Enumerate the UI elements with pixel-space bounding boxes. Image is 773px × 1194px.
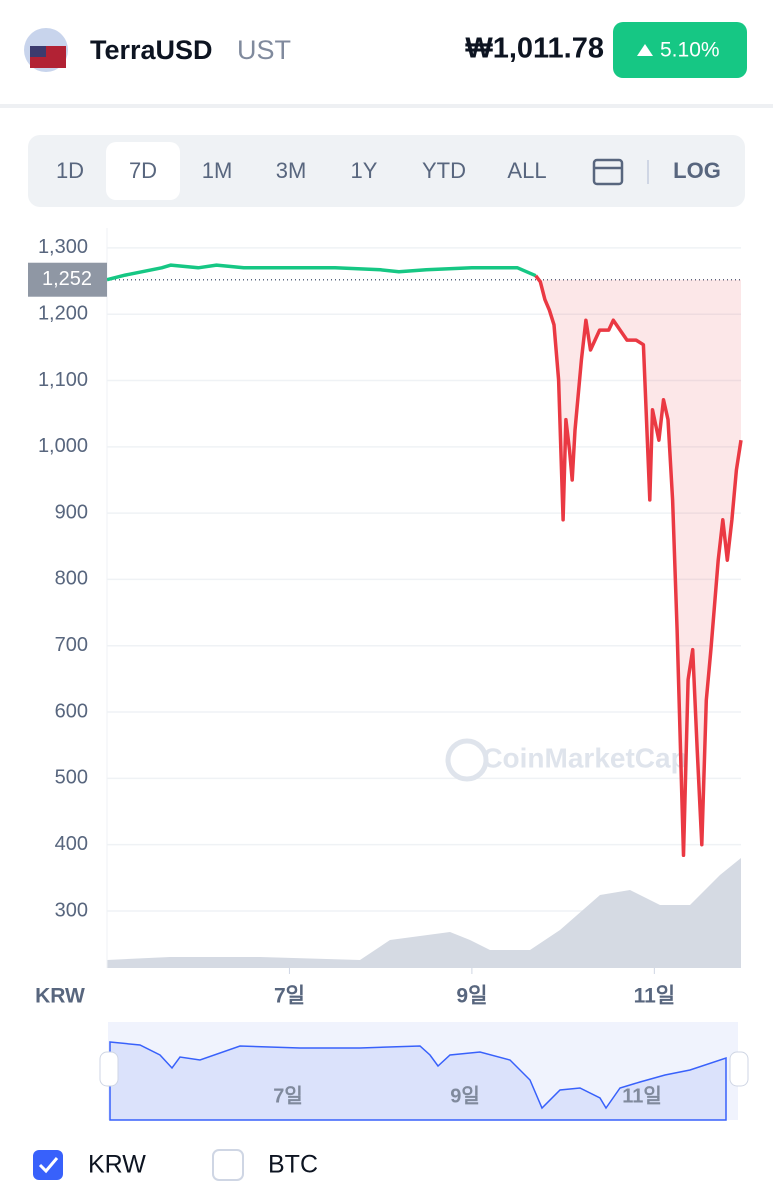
y-tick-label: 800: [55, 568, 88, 590]
grid: 300 400 500 600 700 800 900 1,000 1,100 1,200 1,30…: [38, 236, 741, 1008]
price-line-below: [534, 274, 743, 858]
y-tick-label: 1,200: [38, 302, 88, 324]
current-value-label: 1,252: [42, 268, 92, 290]
y-tick-label: 1,000: [38, 435, 88, 457]
x-tick-label: 9일: [456, 985, 487, 1008]
watermark-logo: [445, 738, 489, 782]
checkbox[interactable]: [212, 1149, 244, 1181]
tab[interactable]: 3M: [276, 158, 307, 183]
nav-label: 9일: [450, 1084, 480, 1107]
y-tick-label: 1,100: [38, 369, 88, 391]
calendar-frame: [592, 158, 624, 186]
change-badge: [613, 22, 747, 78]
coin-symbol: UST: [237, 35, 291, 65]
tab[interactable]: 1Y: [351, 158, 378, 183]
tab[interactable]: ALL: [507, 158, 546, 183]
y-tick-label: 900: [55, 501, 88, 523]
header-shadow: [0, 104, 773, 108]
below-area: [535, 275, 741, 856]
y-tick-label: 600: [55, 700, 88, 722]
up-arrow: [637, 44, 653, 56]
current-value-box: [28, 262, 107, 297]
calendar-icon[interactable]: [592, 158, 624, 186]
volume-area: [107, 858, 741, 968]
price: ₩1,011.78: [465, 33, 604, 65]
tab[interactable]: 1M: [202, 158, 233, 183]
tab[interactable]: YTD: [422, 158, 466, 183]
navigator-series: [109, 1041, 727, 1121]
y-tick-label: 1,300: [38, 236, 88, 258]
tabs: 1D 7D 1M 3M 1Y YTD ALL LOG: [56, 142, 721, 200]
flag-canton: [30, 46, 46, 57]
checkbox[interactable]: [33, 1150, 63, 1180]
nav-label: 7일: [273, 1084, 303, 1107]
tab[interactable]: LOG: [673, 158, 721, 183]
currency-toggles: KRW BTC: [33, 1149, 318, 1181]
currency-label: KRW: [88, 1151, 146, 1179]
plot: 1,252: [28, 262, 743, 858]
change: 5.10%: [660, 39, 720, 62]
tab[interactable]: 1D: [56, 158, 84, 183]
nav-handle-left[interactable]: [99, 1051, 119, 1087]
y-tick-label: 500: [55, 767, 88, 789]
x-tick-label: 7일: [274, 985, 305, 1008]
currency-label: BTC: [268, 1151, 318, 1179]
nav-handle-right[interactable]: [729, 1051, 749, 1087]
watermark: CoinMarketCap: [482, 742, 687, 773]
price-line-above: [106, 263, 537, 282]
x-tick-label: 11일: [634, 985, 676, 1008]
nav-label: 11일: [622, 1084, 662, 1107]
y-tick-label: 400: [55, 833, 88, 855]
coin-name: TerraUSD: [90, 35, 213, 65]
tab-bar: [28, 135, 745, 207]
y-tick-label: 300: [55, 899, 88, 921]
checkmark: [38, 1157, 59, 1174]
y-tick-label: 700: [55, 634, 88, 656]
tab-selected: [106, 142, 180, 200]
axis-unit: KRW: [35, 985, 85, 1008]
tab[interactable]: 7D: [129, 158, 157, 183]
